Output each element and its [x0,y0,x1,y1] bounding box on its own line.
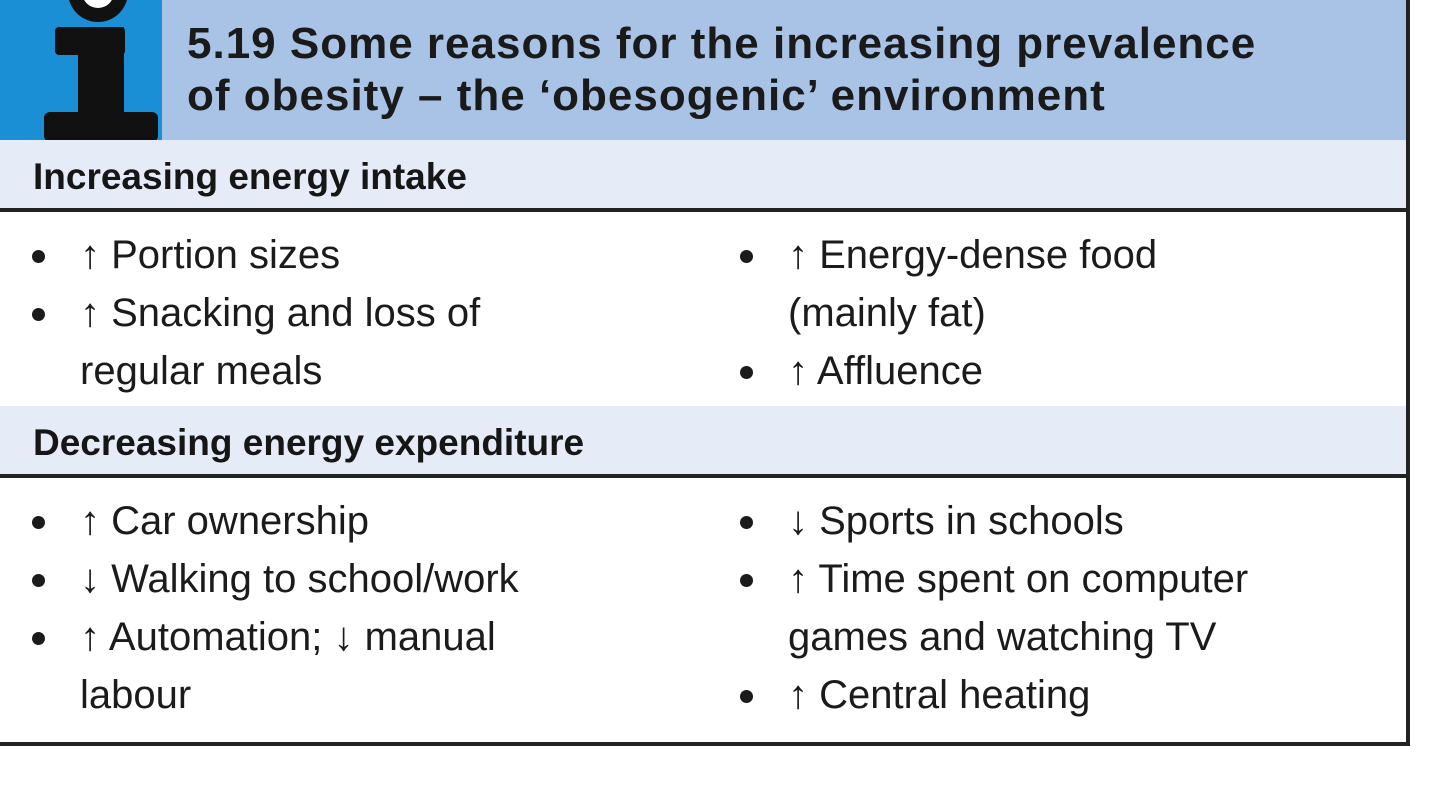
box-title: 5.19 Some reasons for the increasing pre… [187,18,1387,122]
list-item-text: ↑ Portion sizes [80,233,341,277]
list-item: ↑ Portion sizes [28,226,698,284]
list-item: ↑ Automation; ↓ manual labour [28,608,698,724]
list-item-text-cont: (mainly fat) [788,291,986,335]
list-item: ↓ Sports in schools [736,492,1386,550]
section-body-expenditure: ↑ Car ownership ↓ Walking to school/work… [0,478,1406,742]
list-item-text-cont: regular meals [80,349,323,393]
intake-left-list: ↑ Portion sizes ↑ Snacking and loss of r… [28,226,698,400]
section-body-intake: ↑ Portion sizes ↑ Snacking and loss of r… [0,212,1406,406]
list-item-text: ↑ Affluence [788,349,983,393]
list-item: ↑ Energy-dense food (mainly fat) [736,226,1386,342]
section-heading-label: Increasing energy intake [33,156,467,197]
title-line-1: 5.19 Some reasons for the increasing pre… [187,19,1257,68]
list-item: ↑ Snacking and loss of regular meals [28,284,698,400]
intake-right-list: ↑ Energy-dense food (mainly fat) ↑ Afflu… [736,226,1386,400]
list-item-text: ↓ Sports in schools [788,499,1124,543]
info-tab [0,0,162,140]
list-item-text: ↑ Snacking and loss of [80,291,481,335]
list-item: ↑ Time spent on computer games and watch… [736,550,1386,666]
list-item-text: ↑ Automation; ↓ manual [80,615,496,659]
section-heading-label: Decreasing energy expenditure [33,422,585,463]
list-item-text-cont: labour [80,673,192,717]
title-line-2: of obesity – the ‘obesogenic’ environmen… [187,71,1106,120]
list-item: ↑ Central heating [736,666,1386,724]
list-item-text: ↑ Energy-dense food [788,233,1158,277]
list-item-text: ↑ Time spent on computer [788,557,1249,601]
list-item-text: ↑ Central heating [788,673,1091,717]
list-item: ↓ Walking to school/work [28,550,698,608]
section-heading-expenditure: Decreasing energy expenditure [0,406,1406,478]
list-item: ↑ Affluence [736,342,1386,400]
box-header: 5.19 Some reasons for the increasing pre… [0,0,1406,140]
expenditure-left-list: ↑ Car ownership ↓ Walking to school/work… [28,492,698,724]
list-item-text: ↓ Walking to school/work [80,557,519,601]
info-icon [44,0,158,140]
section-heading-intake: Increasing energy intake [0,140,1406,212]
info-box: 5.19 Some reasons for the increasing pre… [0,0,1410,746]
list-item-text: ↑ Car ownership [80,499,370,543]
list-item: ↑ Car ownership [28,492,698,550]
list-item-text-cont: games and watching TV [788,615,1217,659]
expenditure-right-list: ↓ Sports in schools ↑ Time spent on comp… [736,492,1386,724]
